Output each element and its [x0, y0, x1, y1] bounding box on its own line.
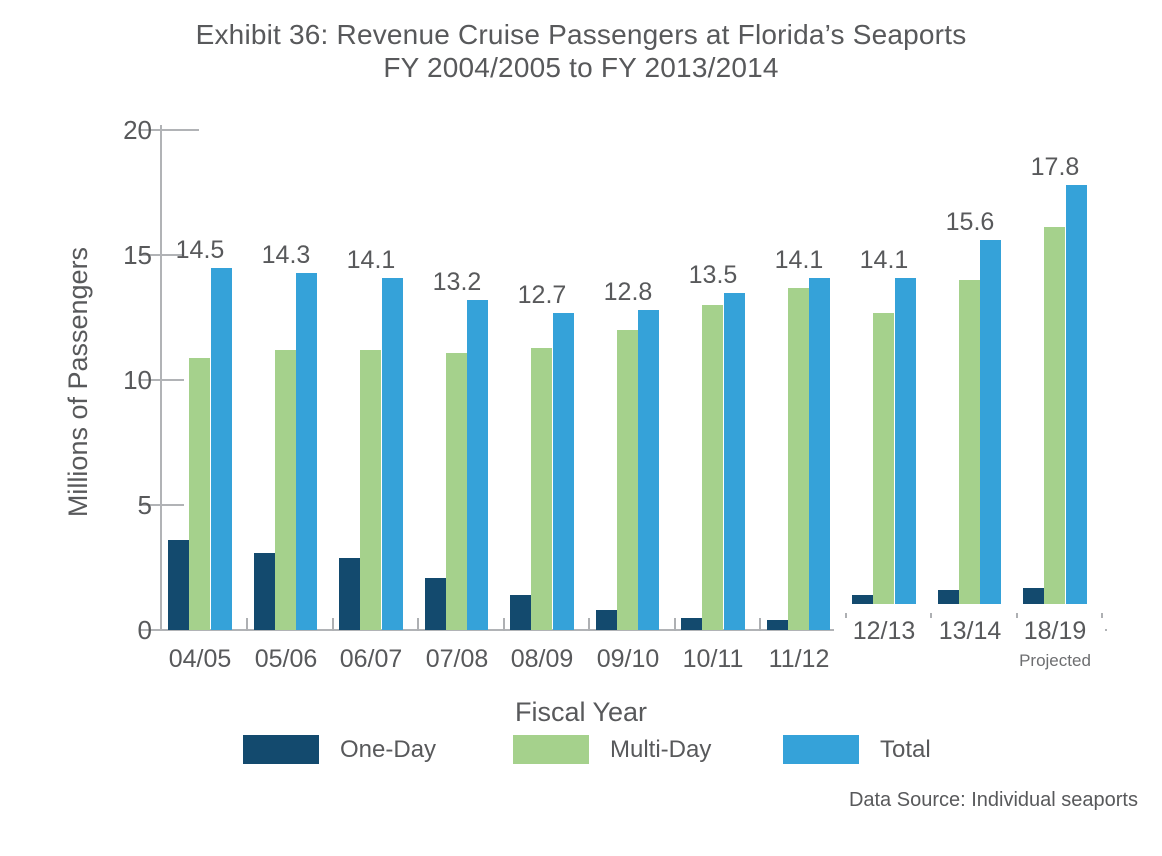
bar-total-18-19: [1066, 185, 1087, 604]
x-boundary-tick-5: [588, 618, 590, 631]
y-axis-line: [160, 125, 162, 631]
chart-title: Exhibit 36: Revenue Cruise Passengers at…: [0, 18, 1162, 84]
bar-one-day-10-11: [681, 618, 702, 630]
x-category-label-09-10: 09/10: [596, 645, 660, 673]
bar-one-day-04-05: [168, 540, 189, 630]
data-label-09-10: 12.8: [603, 278, 653, 306]
bar-one-day-18-19: [1023, 588, 1044, 604]
legend-item-one-day: One-Day: [243, 735, 436, 764]
y-grid-stub-20: [162, 129, 199, 131]
bar-total-04-05: [211, 268, 232, 630]
data-label-10-11: 13.5: [688, 261, 738, 289]
data-label-06-07: 14.1: [346, 246, 396, 274]
bar-total-06-07: [382, 278, 403, 630]
y-tick-5: [140, 504, 161, 506]
multi-day-swatch: [513, 735, 589, 764]
legend-label-total: Total: [880, 736, 931, 763]
x-category-label-18-19: 18/19: [1005, 618, 1105, 645]
x-boundary-tick-6: [674, 618, 676, 631]
bar-one-day-13-14: [938, 590, 959, 604]
bar-multi-day-07-08: [446, 353, 467, 630]
x-category-label-07-08: 07/08: [425, 645, 489, 673]
bar-total-07-08: [467, 300, 488, 630]
bar-multi-day-18-19: [1044, 227, 1065, 604]
x-boundary-tick-3: [417, 618, 419, 631]
bar-multi-day-10-11: [702, 305, 723, 630]
x-category-label-10-11: 10/11: [682, 645, 744, 673]
x-boundary-tick-2: [332, 618, 334, 631]
bar-multi-day-05-06: [275, 350, 296, 630]
bar-multi-day-06-07: [360, 350, 381, 630]
x-boundary-tick-7: [759, 618, 761, 631]
bar-total-12-13: [895, 278, 916, 604]
bar-multi-day-13-14: [959, 280, 980, 604]
y-tick-20: [140, 129, 161, 131]
bar-one-day-09-10: [596, 610, 617, 630]
x-axis-line: [160, 629, 1107, 631]
y-tick-10: [140, 379, 161, 381]
y-tick-label-0: 0: [137, 615, 152, 645]
chart-title-line1: Exhibit 36: Revenue Cruise Passengers at…: [195, 19, 967, 50]
bar-one-day-11-12: [767, 620, 788, 630]
projected-note: Projected: [1019, 651, 1091, 670]
y-grid-stub-10: [162, 379, 184, 381]
data-label-11-12: 14.1: [774, 246, 824, 274]
bar-total-09-10: [638, 310, 659, 630]
bar-multi-day-04-05: [189, 358, 210, 630]
bar-multi-day-11-12: [788, 288, 809, 630]
bar-one-day-05-06: [254, 553, 275, 630]
x-category-label-05-06: 05/06: [254, 645, 318, 673]
bar-total-08-09: [553, 313, 574, 630]
y-tick-label-20: 20: [123, 115, 152, 145]
bar-one-day-12-13: [852, 595, 873, 604]
y-grid-stub-5: [162, 504, 184, 506]
bar-one-day-06-07: [339, 558, 360, 630]
y-grid-stub-15: [162, 254, 184, 256]
x-axis-title: Fiscal Year: [514, 697, 648, 727]
chart-title-line2: FY 2004/2005 to FY 2013/2014: [383, 52, 779, 83]
x-boundary-tick-4: [503, 618, 505, 631]
x-boundary-tick-1: [246, 618, 248, 631]
legend-item-multi-day: Multi-Day: [513, 735, 711, 764]
x-category-label-13-14: 13/14: [920, 618, 1020, 645]
data-label-13-14: 15.6: [945, 208, 995, 236]
legend-label-one-day: One-Day: [340, 736, 437, 763]
bar-total-05-06: [296, 273, 317, 630]
bar-total-13-14: [980, 240, 1001, 604]
total-swatch: [783, 735, 859, 764]
bar-total-11-12: [809, 278, 830, 630]
y-tick-label-10: 10: [123, 365, 152, 395]
bar-one-day-08-09: [510, 595, 531, 630]
y-tick-0: [140, 629, 161, 631]
x-category-label-11-12: 11/12: [768, 645, 830, 673]
bar-multi-day-12-13: [873, 313, 894, 604]
bar-multi-day-08-09: [531, 348, 552, 630]
bar-total-10-11: [724, 293, 745, 630]
data-label-07-08: 13.2: [432, 268, 482, 296]
y-tick-label-5: 5: [137, 490, 152, 520]
x-category-label-06-07: 06/07: [339, 645, 403, 673]
legend-label-multi-day: Multi-Day: [610, 736, 712, 763]
y-tick-15: [140, 254, 161, 256]
data-label-12-13: 14.1: [859, 246, 909, 274]
x-category-label-04-05: 04/05: [168, 645, 232, 673]
data-label-04-05: 14.5: [175, 236, 225, 264]
x-category-label-08-09: 08/09: [510, 645, 574, 673]
data-label-08-09: 12.7: [517, 281, 567, 309]
data-label-05-06: 14.3: [261, 241, 311, 269]
y-tick-label-15: 15: [123, 240, 152, 270]
legend-item-total: Total: [783, 735, 931, 764]
data-label-18-19: 17.8: [1030, 153, 1080, 181]
data-source-note: Data Source: Individual seaports: [848, 789, 1138, 811]
bar-one-day-07-08: [425, 578, 446, 630]
x-category-label-12-13: 12/13: [834, 618, 934, 645]
one-day-swatch: [243, 735, 319, 764]
bar-multi-day-09-10: [617, 330, 638, 630]
